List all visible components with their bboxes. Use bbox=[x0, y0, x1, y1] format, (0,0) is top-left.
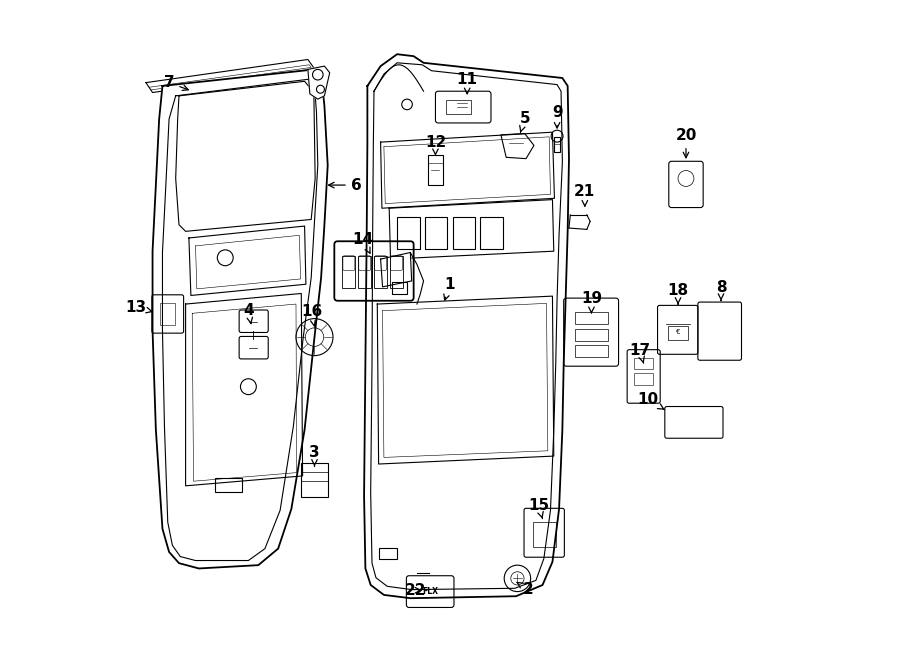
Polygon shape bbox=[308, 66, 329, 99]
Text: 16: 16 bbox=[302, 305, 322, 326]
Bar bbox=[481, 217, 503, 249]
Bar bbox=[575, 329, 608, 341]
Bar bbox=[358, 256, 372, 288]
Text: 20: 20 bbox=[675, 128, 697, 158]
Bar bbox=[392, 282, 407, 294]
Polygon shape bbox=[381, 253, 411, 287]
Text: 6: 6 bbox=[328, 178, 362, 192]
Text: 2: 2 bbox=[518, 582, 534, 597]
Text: 18: 18 bbox=[668, 284, 688, 304]
Bar bbox=[533, 522, 556, 547]
Text: 10: 10 bbox=[638, 393, 664, 409]
Text: 1: 1 bbox=[444, 277, 455, 300]
Bar bbox=[575, 345, 608, 357]
Text: 9: 9 bbox=[552, 105, 562, 128]
Text: 14: 14 bbox=[352, 232, 374, 253]
Polygon shape bbox=[364, 54, 569, 598]
Bar bbox=[425, 217, 447, 249]
Bar bbox=[342, 256, 356, 288]
Bar bbox=[575, 312, 608, 324]
Text: 15: 15 bbox=[528, 498, 549, 519]
Text: 11: 11 bbox=[456, 72, 478, 94]
Text: 5: 5 bbox=[519, 112, 530, 132]
Bar bbox=[668, 326, 688, 340]
Bar bbox=[215, 478, 242, 492]
Text: 8: 8 bbox=[716, 280, 726, 301]
Bar bbox=[428, 155, 444, 185]
Text: 13: 13 bbox=[125, 300, 152, 315]
Bar bbox=[634, 373, 652, 385]
Bar bbox=[554, 137, 560, 152]
Bar bbox=[374, 256, 387, 288]
Bar bbox=[390, 256, 403, 288]
Text: 19: 19 bbox=[580, 292, 602, 313]
Text: 7: 7 bbox=[164, 75, 188, 91]
Text: 4: 4 bbox=[243, 303, 254, 324]
Text: 21: 21 bbox=[574, 184, 596, 206]
Text: 22: 22 bbox=[405, 583, 427, 598]
Polygon shape bbox=[146, 59, 314, 93]
Bar bbox=[302, 463, 328, 497]
Text: €: € bbox=[676, 329, 680, 336]
Bar bbox=[446, 100, 472, 114]
Bar bbox=[397, 217, 419, 249]
Bar bbox=[453, 217, 475, 249]
Polygon shape bbox=[153, 69, 328, 568]
Text: 3: 3 bbox=[310, 446, 320, 466]
Bar bbox=[160, 303, 175, 325]
Bar bbox=[379, 548, 397, 559]
Text: 12: 12 bbox=[425, 135, 446, 155]
Text: 17: 17 bbox=[629, 343, 651, 364]
Text: FLX: FLX bbox=[422, 587, 438, 596]
Bar bbox=[634, 358, 652, 369]
